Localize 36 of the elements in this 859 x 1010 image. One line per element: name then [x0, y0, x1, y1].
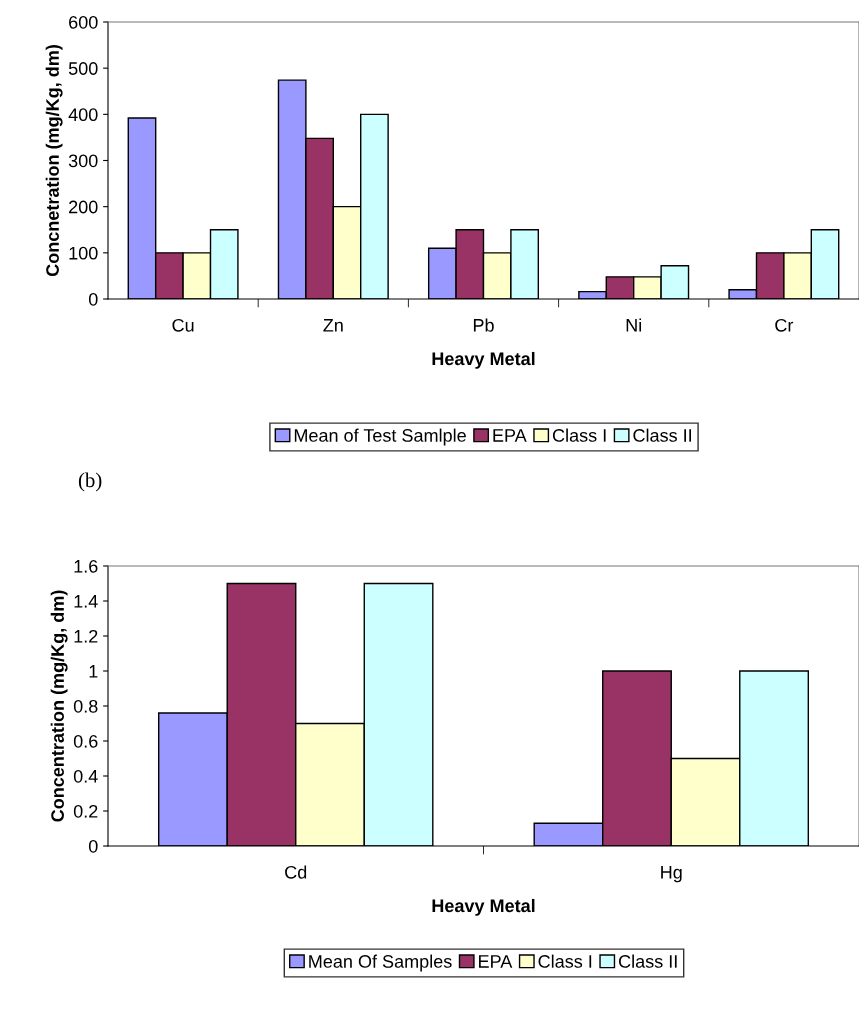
y-tick-label: 0: [88, 292, 98, 306]
x-tick-label: Pb: [473, 318, 494, 332]
y-tick-label: 1.4: [74, 595, 98, 608]
y-tick-label: 1.2: [74, 629, 98, 643]
y-tick-label: 1.6: [74, 559, 98, 573]
y-tick-label: 300: [68, 154, 98, 168]
legend-label: Class I: [538, 954, 592, 968]
y-tick-label: 500: [68, 62, 98, 75]
y-tick-label: 400: [68, 108, 98, 122]
x-tick-label: Ni: [626, 318, 642, 332]
y-tick-label: 0.8: [73, 699, 98, 713]
y-tick-label: 0: [88, 839, 98, 853]
legend-label: Mean Of Samples: [309, 954, 452, 972]
y-tick-label: 200: [69, 200, 98, 214]
x-axis-title: Heavy Metal: [432, 898, 535, 916]
text: (b): [78, 472, 102, 492]
y-tick-label: 0.2: [73, 804, 98, 818]
legend-label: EPA: [493, 429, 527, 442]
legend-label: Class II: [619, 954, 677, 968]
y-tick-label: 0.6: [73, 734, 98, 748]
x-tick-label: Cu: [172, 318, 194, 332]
legend-label: Class II: [633, 428, 692, 442]
x-axis-title: Heavy Metal: [432, 351, 535, 369]
x-tick-label: Cd: [285, 865, 307, 879]
x-tick-label: Hg: [661, 866, 682, 883]
legend-label: EPA: [479, 955, 513, 968]
y-axis-title: Concentration (mg/Kg, dm): [50, 590, 68, 822]
y-tick-label: 0.4: [73, 769, 98, 783]
x-tick-label: Cr: [775, 318, 794, 332]
x-tick-label: Zn: [323, 319, 343, 332]
legend-label: Class I: [552, 428, 606, 442]
y-tick-label: 600: [69, 15, 98, 29]
y-axis-title: Concnetration (mg/Kg, dm): [45, 45, 63, 277]
y-tick-label: 1: [89, 665, 98, 678]
y-tick-label: 100: [69, 246, 98, 260]
legend-label: Mean of Test Samlple: [294, 428, 466, 446]
